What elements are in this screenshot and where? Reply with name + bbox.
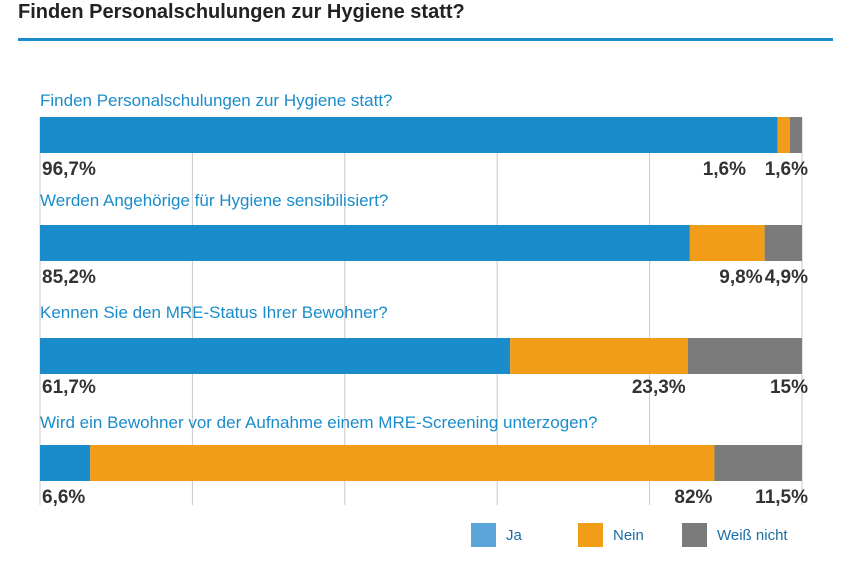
- legend: Ja Nein Weiß nicht: [471, 523, 788, 547]
- value-label: 4,9%: [765, 267, 808, 288]
- bar-segment: [40, 225, 690, 261]
- bar-segment: [40, 117, 778, 153]
- title-divider: [18, 38, 833, 41]
- bar-rows: Finden Personalschulungen zur Hygiene st…: [40, 91, 808, 508]
- question-label: Kennen Sie den MRE-Status Ihrer Bewohner…: [40, 303, 388, 322]
- bar-row: Kennen Sie den MRE-Status Ihrer Bewohner…: [40, 303, 808, 398]
- value-label: 9,8%: [719, 267, 762, 288]
- legend-item: Ja: [471, 523, 523, 547]
- bar-row: Finden Personalschulungen zur Hygiene st…: [40, 91, 808, 180]
- legend-swatch: [471, 523, 496, 547]
- value-label: 6,6%: [42, 487, 85, 508]
- bar-segment: [777, 117, 790, 153]
- legend-swatch: [578, 523, 603, 547]
- bar-row: Werden Angehörige für Hygiene sensibilis…: [40, 191, 808, 288]
- bar-segment: [40, 338, 511, 374]
- value-label: 23,3%: [632, 377, 686, 398]
- bar-row: Wird ein Bewohner vor der Aufnahme einem…: [40, 413, 808, 508]
- value-label: 1,6%: [703, 159, 746, 180]
- question-label: Werden Angehörige für Hygiene sensibilis…: [40, 191, 388, 210]
- bar-segment: [510, 338, 688, 374]
- bar-segment: [714, 445, 802, 481]
- question-label: Finden Personalschulungen zur Hygiene st…: [40, 91, 393, 110]
- legend-swatch: [682, 523, 707, 547]
- legend-item: Nein: [578, 523, 644, 547]
- legend-item: Weiß nicht: [682, 523, 788, 547]
- value-label: 11,5%: [755, 487, 808, 508]
- legend-label: Ja: [506, 527, 523, 544]
- bar-segment: [689, 225, 765, 261]
- value-label: 1,6%: [765, 159, 808, 180]
- value-label: 85,2%: [42, 267, 96, 288]
- value-label: 96,7%: [42, 159, 96, 180]
- bar-segment: [789, 117, 802, 153]
- value-label: 61,7%: [42, 377, 96, 398]
- question-label: Wird ein Bewohner vor der Aufnahme einem…: [40, 413, 598, 432]
- value-label: 82%: [674, 487, 712, 508]
- value-label: 15%: [770, 377, 808, 398]
- bar-segment: [687, 338, 802, 374]
- gridlines: [39, 117, 803, 505]
- bar-segment: [90, 445, 715, 481]
- bar-segment: [40, 445, 91, 481]
- legend-label: Weiß nicht: [717, 527, 788, 544]
- legend-label: Nein: [613, 527, 644, 544]
- page-title: Finden Personalschulungen zur Hygiene st…: [18, 1, 465, 23]
- bar-segment: [764, 225, 802, 261]
